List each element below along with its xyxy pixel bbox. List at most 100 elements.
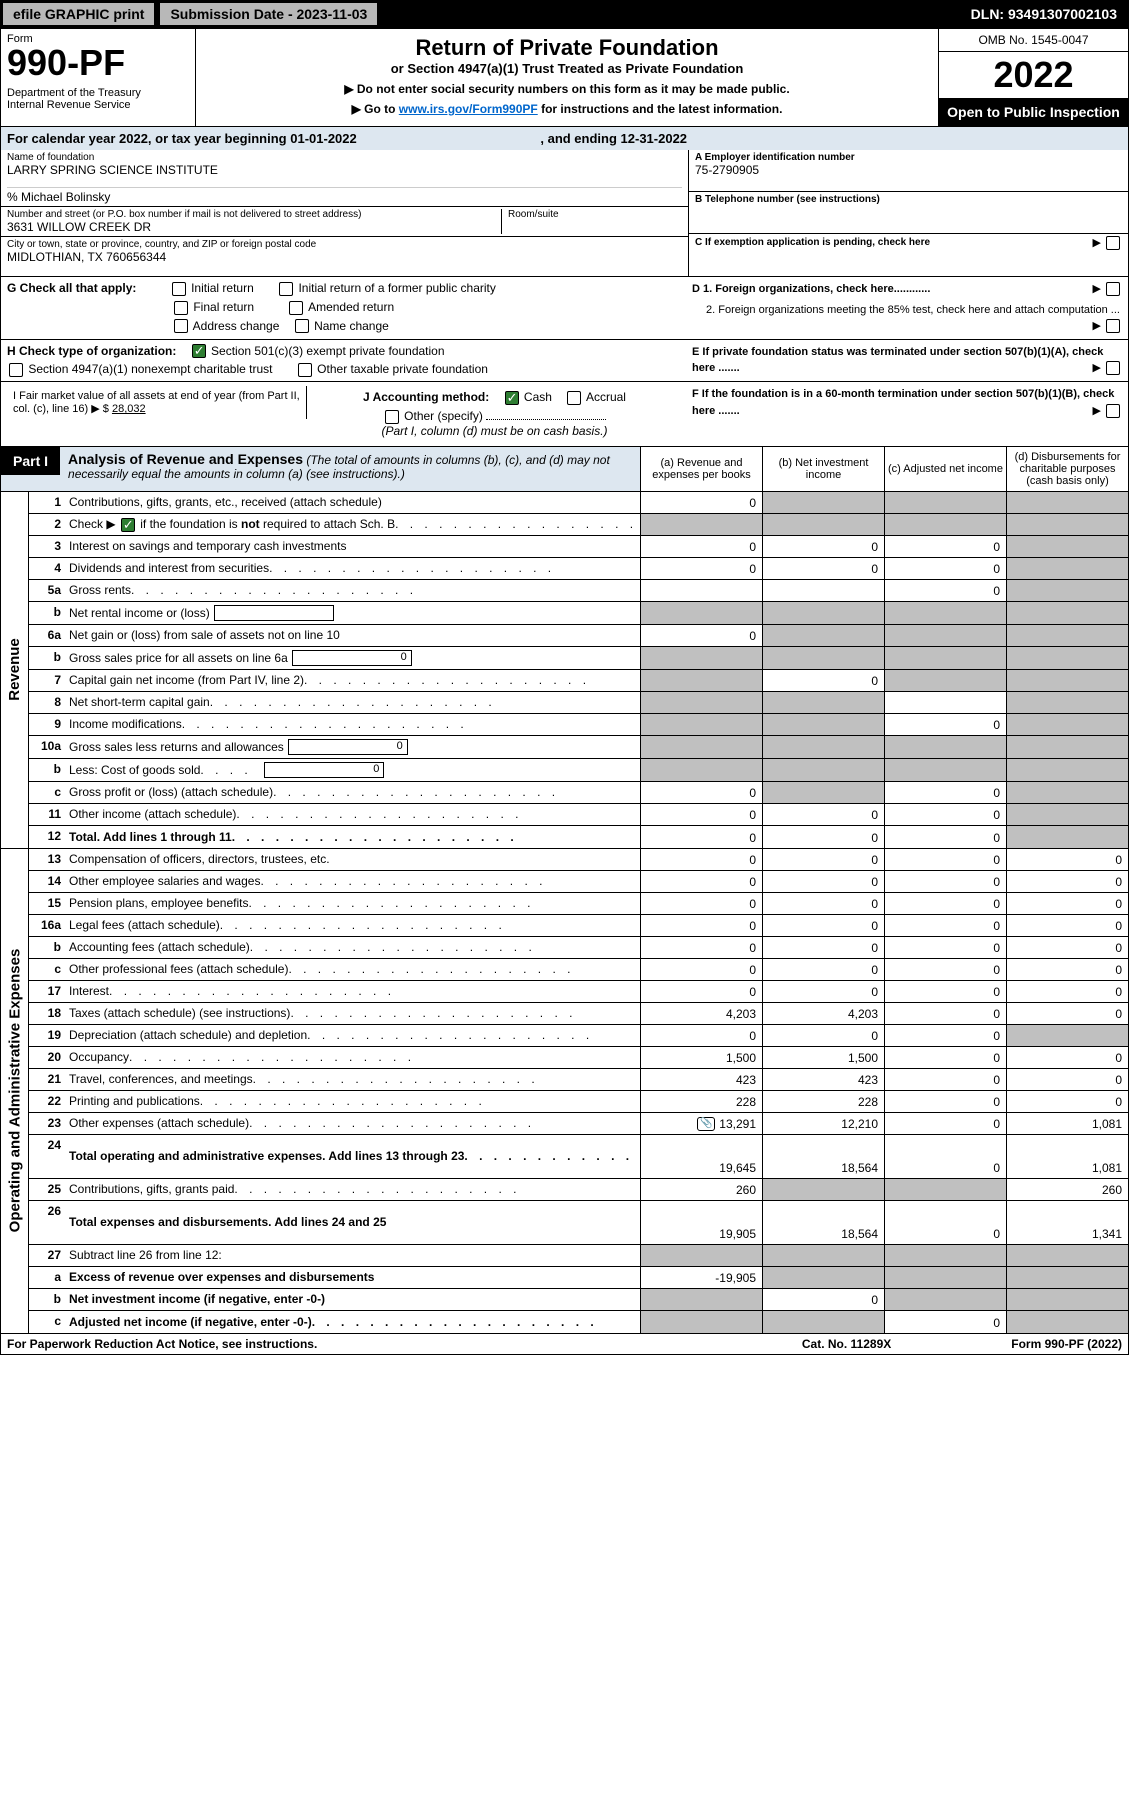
- note2-post: for instructions and the latest informat…: [538, 102, 783, 116]
- cal-pre: For calendar year 2022, or tax year begi…: [7, 131, 290, 146]
- j-other[interactable]: [385, 410, 399, 424]
- l24-a: 19,645: [640, 1135, 762, 1178]
- l15-b: 0: [762, 893, 884, 914]
- h-4947[interactable]: [9, 363, 23, 377]
- top-bar: efile GRAPHIC print Submission Date - 20…: [0, 0, 1129, 28]
- form-title: Return of Private Foundation: [202, 35, 932, 61]
- l1-a: 0: [640, 492, 762, 513]
- g-opt-2: Final return: [193, 300, 254, 314]
- l20-b: 1,500: [762, 1047, 884, 1068]
- l27a-num: a: [29, 1267, 65, 1288]
- g-initial-return[interactable]: [172, 282, 186, 296]
- footer-mid: Cat. No. 11289X: [802, 1337, 891, 1351]
- g-name-change[interactable]: [295, 319, 309, 333]
- l19-c: 0: [884, 1025, 1006, 1046]
- l19-desc: Depreciation (attach schedule) and deple…: [65, 1025, 640, 1046]
- l25-d: 260: [1006, 1179, 1128, 1200]
- l17-d: 0: [1006, 981, 1128, 1002]
- l10a-box: 0: [288, 739, 408, 755]
- l16b-c: 0: [884, 937, 1006, 958]
- l26-b: 18,564: [762, 1201, 884, 1244]
- h-opt-1: Section 501(c)(3) exempt private foundat…: [211, 344, 444, 358]
- d2-checkbox[interactable]: [1106, 319, 1120, 333]
- l5a-num: 5a: [29, 580, 65, 601]
- l14-b: 0: [762, 871, 884, 892]
- l9-num: 9: [29, 714, 65, 735]
- j-cash[interactable]: [505, 391, 519, 405]
- l3-c: 0: [884, 536, 1006, 557]
- l10c-num: c: [29, 782, 65, 803]
- part1-header-row: Part I Analysis of Revenue and Expenses …: [0, 447, 1129, 492]
- j-accrual[interactable]: [567, 391, 581, 405]
- l10c-c: 0: [884, 782, 1006, 803]
- l27b-num: b: [29, 1289, 65, 1310]
- l3-num: 3: [29, 536, 65, 557]
- g-initial-former[interactable]: [279, 282, 293, 296]
- g-address-change[interactable]: [174, 319, 188, 333]
- form-note-ssn: ▶ Do not enter social security numbers o…: [202, 82, 932, 96]
- l14-c: 0: [884, 871, 1006, 892]
- revenue-section: Revenue 1Contributions, gifts, grants, e…: [0, 492, 1129, 849]
- f-checkbox[interactable]: [1106, 404, 1120, 418]
- l26-num: 26: [29, 1201, 65, 1244]
- l22-a: 228: [640, 1091, 762, 1112]
- l10a-desc: Gross sales less returns and allowances …: [65, 736, 640, 758]
- g-label: G Check all that apply:: [7, 281, 136, 295]
- attachment-icon[interactable]: 📎: [697, 1117, 715, 1131]
- street-address: 3631 WILLOW CREEK DR: [7, 220, 501, 234]
- expenses-label: Operating and Administrative Expenses: [6, 949, 23, 1233]
- irs-link[interactable]: www.irs.gov/Form990PF: [399, 102, 538, 116]
- cal-begin: 01-01-2022: [290, 131, 357, 146]
- footer-right: Form 990-PF (2022): [1011, 1337, 1122, 1351]
- l27b-desc: Net investment income (if negative, ente…: [65, 1289, 640, 1310]
- i-value: 28,032: [112, 403, 146, 415]
- l4-b: 0: [762, 558, 884, 579]
- c-checkbox[interactable]: [1106, 236, 1120, 250]
- l5b-desc: Net rental income or (loss): [65, 602, 640, 624]
- l6a-a: 0: [640, 625, 762, 646]
- l21-num: 21: [29, 1069, 65, 1090]
- l22-b: 228: [762, 1091, 884, 1112]
- l27c-num: c: [29, 1311, 65, 1333]
- g-final-return[interactable]: [174, 301, 188, 315]
- e-checkbox[interactable]: [1106, 361, 1120, 375]
- l1-num: 1: [29, 492, 65, 513]
- l19-b: 0: [762, 1025, 884, 1046]
- l14-num: 14: [29, 871, 65, 892]
- l20-a: 1,500: [640, 1047, 762, 1068]
- calendar-year-row: For calendar year 2022, or tax year begi…: [0, 127, 1129, 150]
- foundation-name: LARRY SPRING SCIENCE INSTITUTE: [7, 163, 682, 177]
- l11-b: 0: [762, 804, 884, 825]
- l16c-desc: Other professional fees (attach schedule…: [65, 959, 640, 980]
- l20-d: 0: [1006, 1047, 1128, 1068]
- g-amended[interactable]: [289, 301, 303, 315]
- ein-label: A Employer identification number: [695, 152, 1122, 163]
- d1-checkbox[interactable]: [1106, 282, 1120, 296]
- g-opt-3: Amended return: [308, 300, 394, 314]
- l16c-num: c: [29, 959, 65, 980]
- city-value: MIDLOTHIAN, TX 760656344: [7, 250, 682, 264]
- l10b-desc: Less: Cost of goods sold 0: [65, 759, 640, 781]
- l16a-desc: Legal fees (attach schedule): [65, 915, 640, 936]
- h-other-taxable[interactable]: [298, 363, 312, 377]
- l13-desc: Compensation of officers, directors, tru…: [65, 849, 640, 870]
- l15-desc: Pension plans, employee benefits: [65, 893, 640, 914]
- l18-num: 18: [29, 1003, 65, 1024]
- l16b-num: b: [29, 937, 65, 958]
- efile-print-button[interactable]: efile GRAPHIC print: [2, 2, 155, 26]
- l2-checkbox[interactable]: [121, 518, 135, 532]
- city-label: City or town, state or province, country…: [7, 239, 682, 250]
- l16a-d: 0: [1006, 915, 1128, 936]
- h-501c3[interactable]: [192, 344, 206, 358]
- room-label: Room/suite: [508, 209, 682, 220]
- l8-num: 8: [29, 692, 65, 713]
- col-d-header: (d) Disbursements for charitable purpose…: [1006, 447, 1128, 491]
- l17-c: 0: [884, 981, 1006, 1002]
- l27a-desc: Excess of revenue over expenses and disb…: [65, 1267, 640, 1288]
- omb-number: OMB No. 1545-0047: [939, 29, 1128, 52]
- l26-d: 1,341: [1006, 1201, 1128, 1244]
- l6b-box: 0: [292, 650, 412, 666]
- l20-desc: Occupancy: [65, 1047, 640, 1068]
- l11-a: 0: [640, 804, 762, 825]
- l8-desc: Net short-term capital gain: [65, 692, 640, 713]
